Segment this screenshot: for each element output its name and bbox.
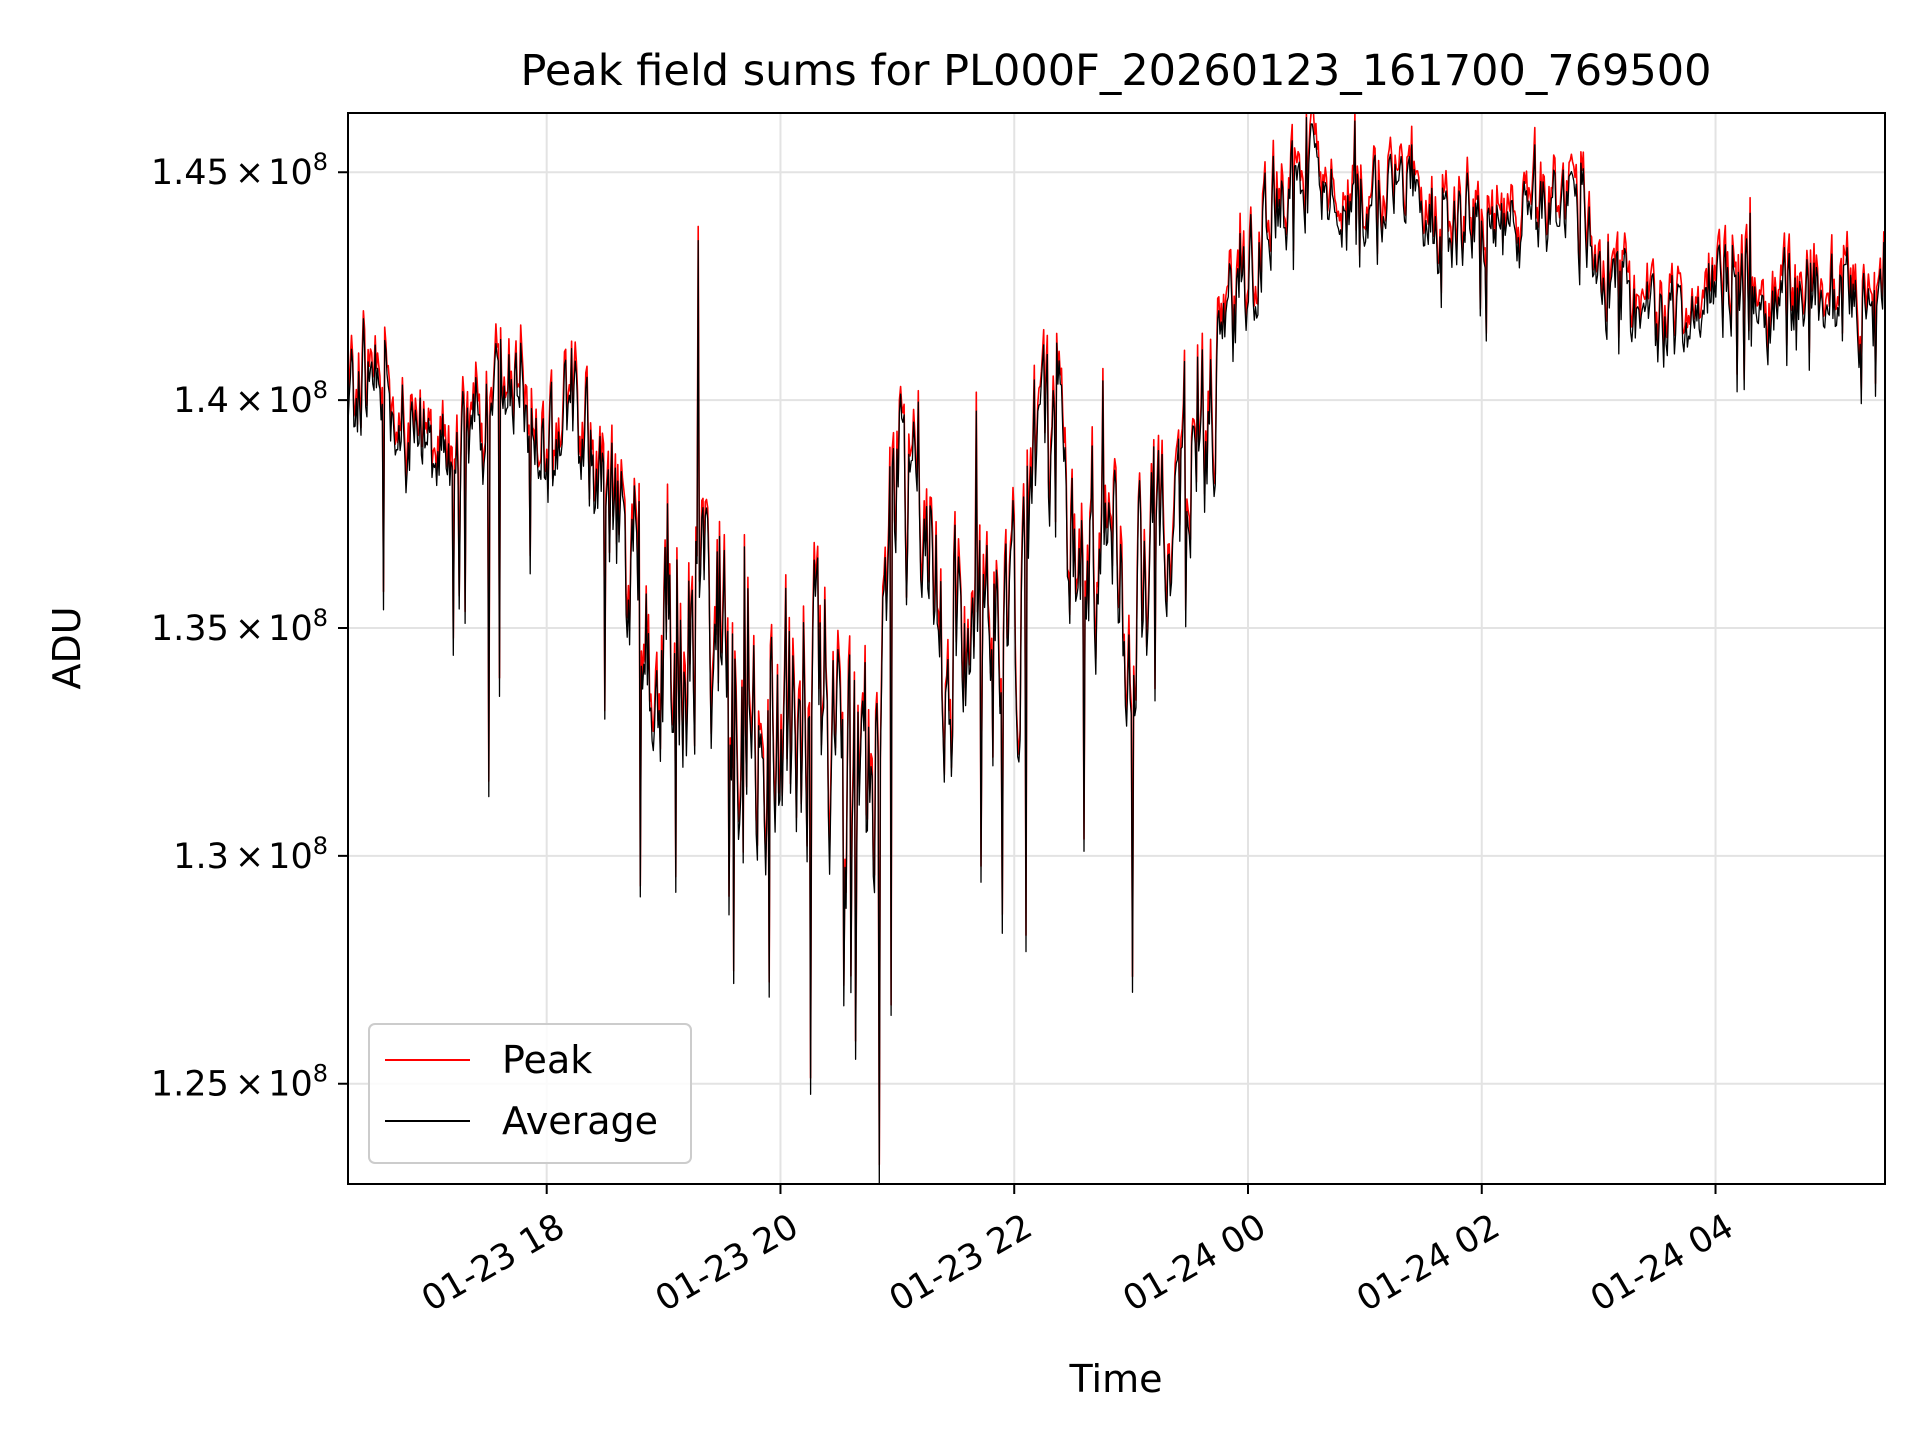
y-axis-label: ADU	[45, 606, 89, 689]
y-tick-label: 1.3 × 108	[173, 832, 328, 877]
y-tick-label: 1.4 × 108	[173, 376, 328, 421]
y-tick-label: 1.35 × 108	[151, 604, 328, 649]
legend: Peak Average	[368, 1023, 692, 1164]
series-line-average	[347, 116, 1886, 1185]
legend-average-label: Average	[502, 1099, 658, 1143]
x-axis-label: Time	[1069, 1357, 1163, 1401]
legend-peak-label: Peak	[502, 1038, 592, 1082]
series-layer	[347, 112, 1886, 1185]
y-tick-label: 1.25 × 108	[151, 1060, 328, 1105]
y-tick-label: 1.45 × 108	[151, 148, 328, 193]
plot-frame	[347, 112, 1886, 1185]
legend-box	[368, 1023, 692, 1164]
chart-title: Peak field sums for PL000F_20260123_1617…	[521, 46, 1712, 96]
